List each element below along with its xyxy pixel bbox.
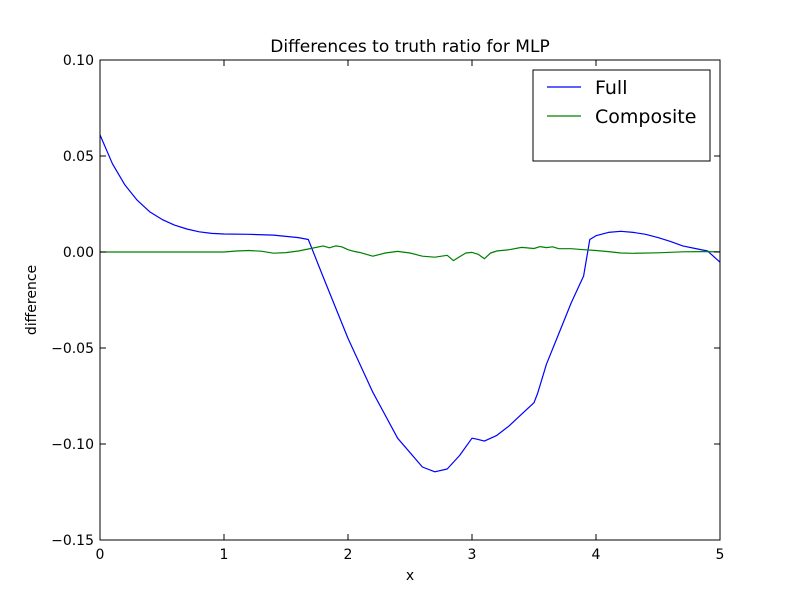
y-tick-label: 0.10 bbox=[63, 53, 94, 69]
chart-title: Differences to truth ratio for MLP bbox=[270, 37, 549, 57]
y-tick-label: 0.05 bbox=[63, 149, 94, 165]
series-layer bbox=[100, 134, 720, 473]
y-tick-label: −0.15 bbox=[51, 533, 94, 549]
y-tick-label: 0.00 bbox=[63, 245, 94, 261]
x-tick-label: 2 bbox=[344, 547, 353, 563]
y-tick-label: −0.10 bbox=[51, 437, 94, 453]
series-line-full bbox=[100, 134, 720, 473]
legend-label-full: Full bbox=[595, 77, 628, 99]
x-tick-label: 3 bbox=[468, 547, 477, 563]
y-axis-label: difference bbox=[24, 265, 40, 335]
x-axis-label: x bbox=[406, 568, 414, 584]
y-tick-label: −0.05 bbox=[51, 341, 94, 357]
x-tick-label: 1 bbox=[220, 547, 229, 563]
legend: Full Composite bbox=[532, 69, 711, 162]
ticks-layer: 0 1 2 3 4 5 −0.15 −0.10 −0.05 0.00 0.05 0.10 bbox=[51, 53, 724, 563]
plot-frame bbox=[99, 59, 721, 541]
x-tick-label: 0 bbox=[96, 547, 105, 563]
x-tick-label: 5 bbox=[716, 547, 725, 563]
series-line-composite bbox=[100, 245, 720, 262]
x-tick-label: 4 bbox=[592, 547, 601, 563]
legend-label-composite: Composite bbox=[595, 106, 696, 128]
